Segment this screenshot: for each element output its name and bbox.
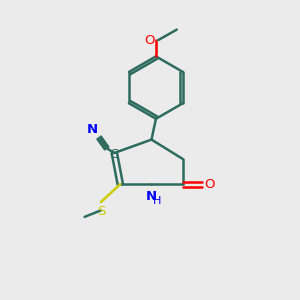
Text: N: N <box>146 190 157 202</box>
Text: N: N <box>86 123 98 136</box>
Text: H: H <box>153 196 161 206</box>
Text: C: C <box>109 148 119 161</box>
Text: O: O <box>204 178 215 191</box>
Text: S: S <box>97 205 105 218</box>
Text: O: O <box>144 34 154 46</box>
